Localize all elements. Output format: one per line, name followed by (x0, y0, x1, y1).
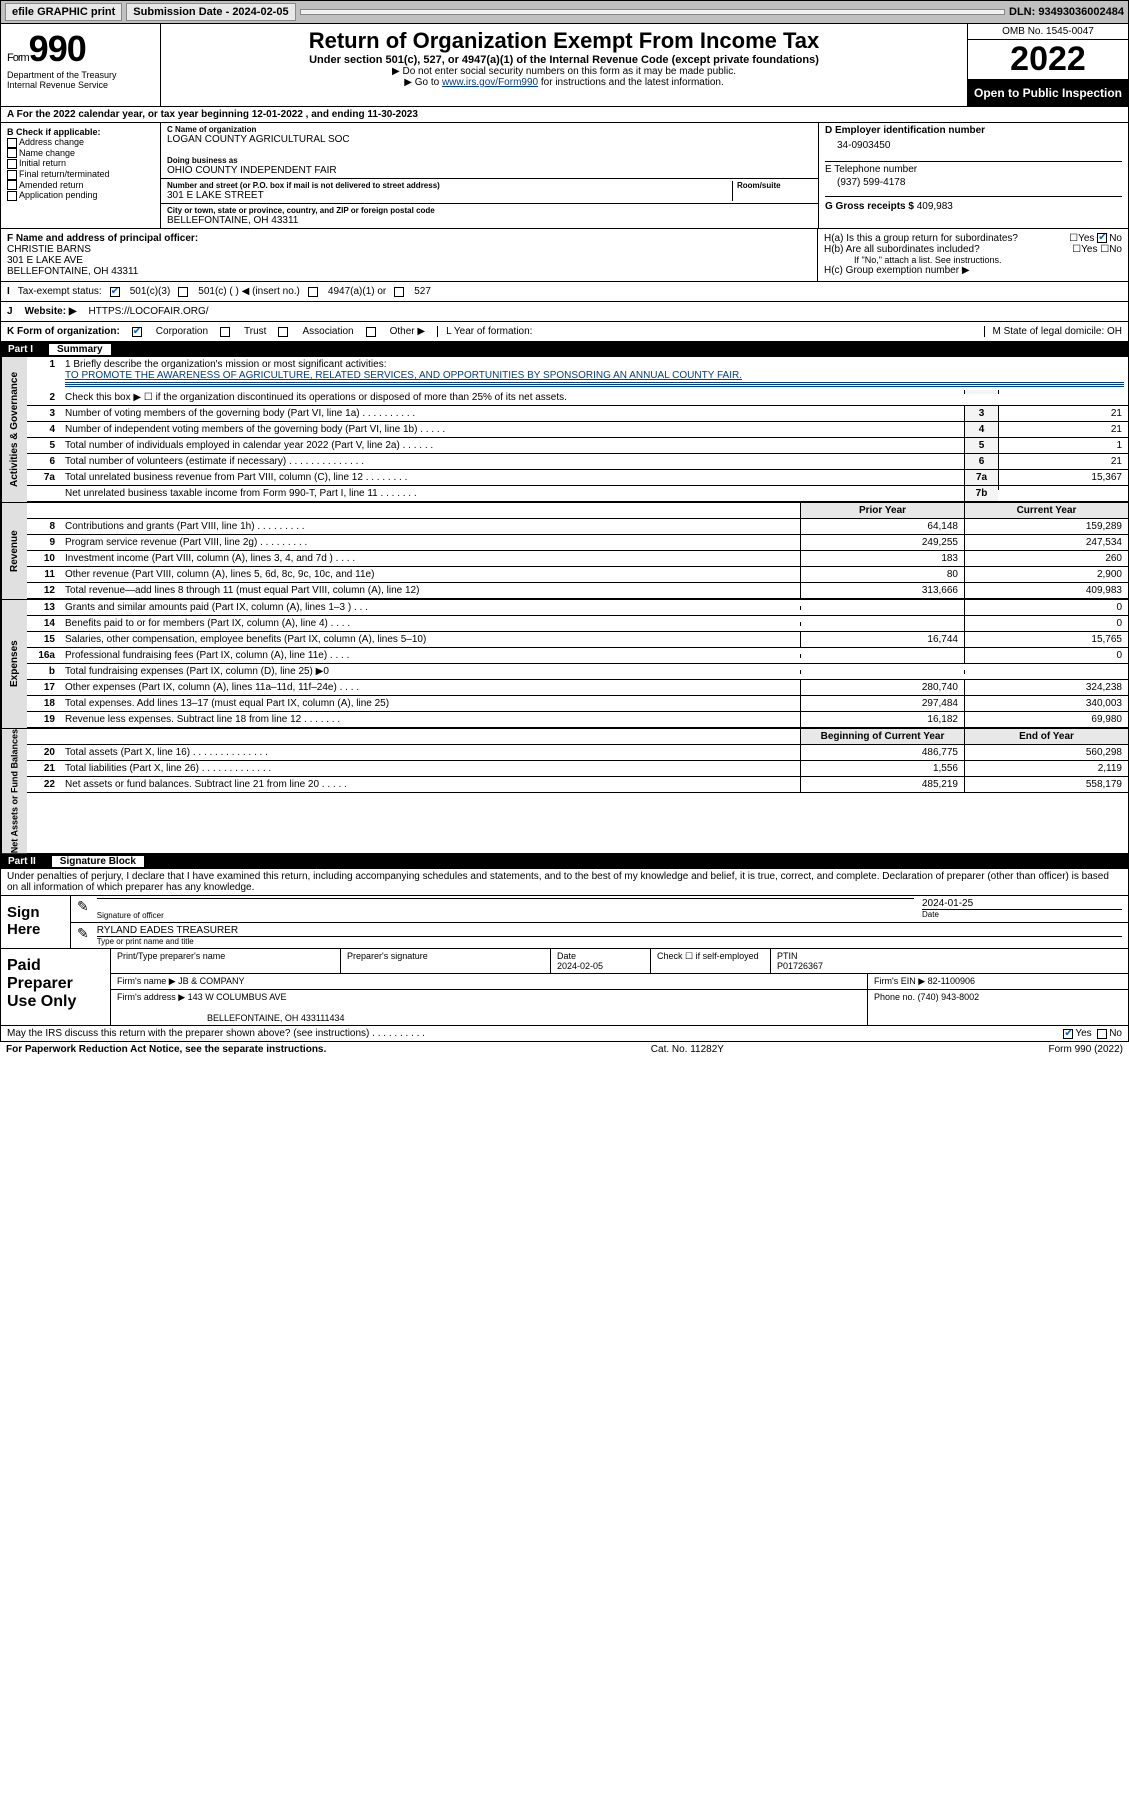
website-row: J Website: ▶ HTTPS://LOCOFAIR.ORG/ (0, 302, 1129, 322)
mission-text: TO PROMOTE THE AWARENESS OF AGRICULTURE,… (65, 370, 1124, 381)
name-label: C Name of organization (167, 125, 812, 134)
revenue-section: Revenue Prior YearCurrent Year 8Contribu… (0, 503, 1129, 600)
part-ii-bar: Part II Signature Block (0, 854, 1129, 869)
tax-status-row: I Tax-exempt status: 501(c)(3) 501(c) ( … (0, 282, 1129, 302)
discuss-row: May the IRS discuss this return with the… (0, 1026, 1129, 1042)
ptin: P01726367 (777, 961, 823, 971)
instr-privacy: ▶ Do not enter social security numbers o… (169, 66, 959, 77)
dln-label: DLN: 93493036002484 (1009, 6, 1124, 18)
street-address: 301 E LAKE STREET (167, 190, 732, 201)
501c3-checkbox[interactable] (110, 287, 120, 297)
officer-addr2: BELLEFONTAINE, OH 43311 (7, 266, 811, 277)
instr-link: ▶ Go to www.irs.gov/Form990 for instruct… (169, 77, 959, 88)
gross-receipts-value: 409,983 (917, 201, 953, 212)
preparer-block: Paid Preparer Use Only Print/Type prepar… (0, 949, 1129, 1026)
page-footer: For Paperwork Reduction Act Notice, see … (0, 1042, 1129, 1057)
form-header: Form990 Department of the Treasury Inter… (0, 24, 1129, 107)
period-row: A For the 2022 calendar year, or tax yea… (0, 107, 1129, 123)
city-state-zip: BELLEFONTAINE, OH 43311 (167, 215, 812, 226)
state-domicile: M State of legal domicile: OH (984, 326, 1123, 337)
officer-name: CHRISTIE BARNS (7, 244, 811, 255)
section-b: B Check if applicable: Address change Na… (1, 123, 161, 228)
pen-icon: ✎ (77, 925, 89, 946)
firm-phone: (740) 943-8002 (918, 992, 980, 1002)
tax-year: 2022 (968, 40, 1128, 80)
part-i-bar: Part I Summary (0, 342, 1129, 357)
ein-value: 34-0903450 (825, 136, 1122, 161)
officer-addr1: 301 E LAKE AVE (7, 255, 811, 266)
expenses-tab: Expenses (1, 600, 27, 728)
officer-block: F Name and address of principal officer:… (0, 229, 1129, 282)
phone-value: (937) 599-4178 (825, 175, 1122, 196)
form-of-org-row: K Form of organization: Corporation Trus… (0, 322, 1129, 342)
revenue-tab: Revenue (1, 503, 27, 599)
netassets-tab: Net Assets or Fund Balances (1, 729, 27, 853)
governance-section: Activities & Governance 1 1 Briefly desc… (0, 357, 1129, 503)
submission-date-button[interactable]: Submission Date - 2024-02-05 (126, 3, 295, 21)
gross-receipts-label: G Gross receipts $ (825, 201, 917, 212)
form-subtitle: Under section 501(c), 527, or 4947(a)(1)… (169, 54, 959, 66)
penalties-text: Under penalties of perjury, I declare th… (0, 869, 1129, 896)
firm-name: JB & COMPANY (178, 976, 244, 986)
ein-label: D Employer identification number (825, 125, 1122, 136)
sign-block: Sign Here ✎ Signature of officer 2024-01… (0, 896, 1129, 949)
firm-addr2: BELLEFONTAINE, OH 433111434 (117, 1013, 345, 1023)
omb-number: OMB No. 1545-0047 (968, 24, 1128, 40)
sign-date: 2024-01-25 (922, 898, 1122, 909)
efile-button[interactable]: efile GRAPHIC print (5, 3, 122, 21)
year-formation: L Year of formation: (437, 326, 532, 337)
dept-irs: Internal Revenue Service (7, 80, 154, 90)
irs-link[interactable]: www.irs.gov/Form990 (442, 77, 538, 88)
spacer-bar (300, 9, 1005, 15)
signature-field[interactable]: Signature of officer (97, 898, 914, 920)
org-name: LOGAN COUNTY AGRICULTURAL SOC (167, 134, 812, 145)
signer-name: RYLAND EADES TREASURER (97, 925, 1122, 936)
governance-tab: Activities & Governance (1, 357, 27, 502)
phone-label: E Telephone number (825, 161, 1122, 175)
dept-treasury: Department of the Treasury (7, 70, 154, 80)
dba-label: Doing business as (167, 156, 812, 165)
form-title: Return of Organization Exempt From Incom… (169, 28, 959, 54)
top-bar: efile GRAPHIC print Submission Date - 20… (0, 0, 1129, 24)
dba-name: OHIO COUNTY INDEPENDENT FAIR (167, 165, 812, 176)
open-to-public: Open to Public Inspection (968, 80, 1128, 106)
form-number: Form990 (7, 28, 154, 70)
netassets-section: Net Assets or Fund Balances Beginning of… (0, 729, 1129, 854)
expenses-section: Expenses 13Grants and similar amounts pa… (0, 600, 1129, 729)
firm-ein: 82-1100906 (928, 976, 975, 986)
website-url[interactable]: HTTPS://LOCOFAIR.ORG/ (89, 306, 209, 317)
firm-addr1: 143 W COLUMBUS AVE (188, 992, 287, 1002)
pen-icon: ✎ (77, 898, 89, 920)
identity-block: B Check if applicable: Address change Na… (0, 123, 1129, 229)
discuss-yes-checkbox[interactable] (1063, 1029, 1073, 1039)
